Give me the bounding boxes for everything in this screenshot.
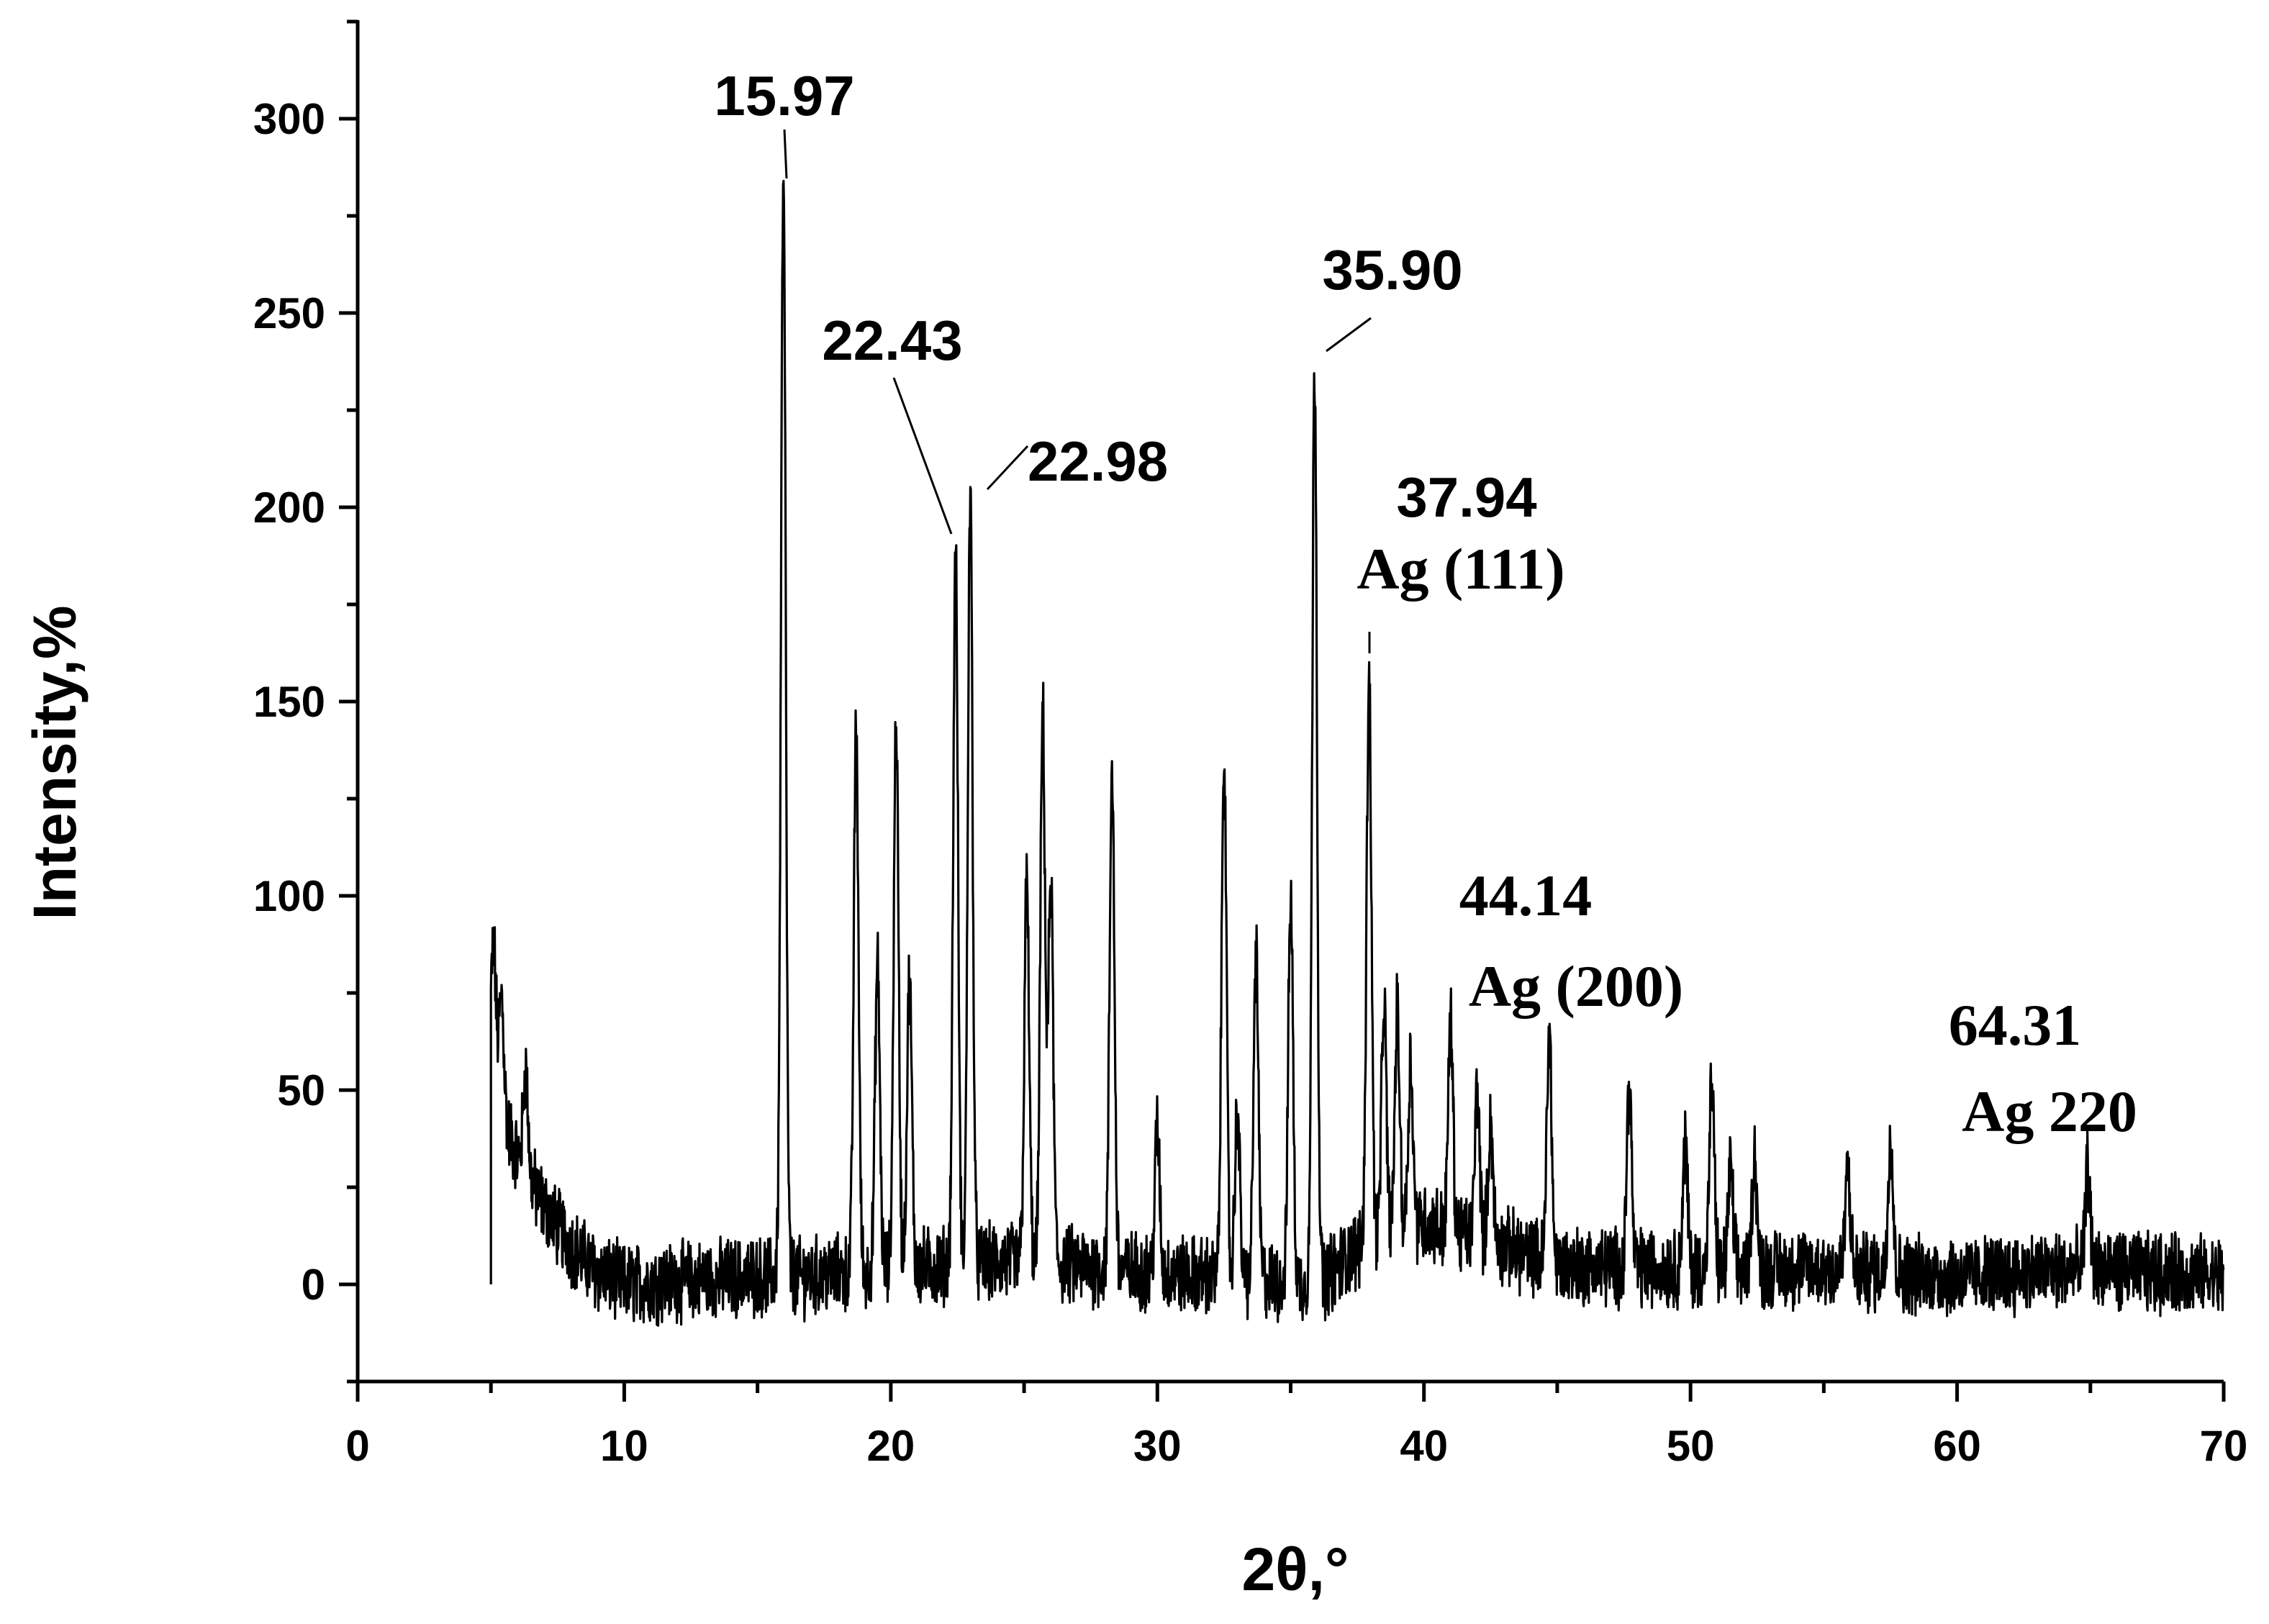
peak-label: 44.14 xyxy=(1459,863,1593,928)
peak-phase-label: Ag (111) xyxy=(1357,536,1564,602)
y-tick-label: 300 xyxy=(253,95,325,143)
y-axis-title: Intensity,% xyxy=(21,605,89,920)
peak-label: 22.43 xyxy=(822,309,962,372)
peak-label: 35.90 xyxy=(1322,238,1462,301)
peak-label: 64.31 xyxy=(1949,992,2082,1058)
x-tick-label: 30 xyxy=(1133,1422,1182,1470)
x-tick-label: 50 xyxy=(1667,1422,1715,1470)
x-tick-label: 20 xyxy=(866,1422,915,1470)
peak-label: 15.97 xyxy=(714,64,854,127)
x-tick-label: 10 xyxy=(600,1422,648,1470)
leader-line xyxy=(986,445,1029,491)
x-axis-title: 2θ,° xyxy=(1241,1535,1349,1603)
peak-label: 37.94 xyxy=(1396,466,1536,529)
diffraction-trace xyxy=(489,179,2225,1327)
leader-line xyxy=(783,129,788,179)
y-tick-label: 50 xyxy=(277,1066,325,1115)
x-tick-label: 40 xyxy=(1400,1422,1448,1470)
peak-label: 22.98 xyxy=(1028,430,1168,493)
peak-phase-label: Ag (200) xyxy=(1469,953,1683,1019)
x-tick-label: 70 xyxy=(2200,1422,2248,1470)
y-tick-label: 150 xyxy=(253,678,325,726)
y-tick-label: 100 xyxy=(253,872,325,920)
leader-line xyxy=(892,377,953,535)
x-tick-label: 60 xyxy=(1933,1422,1981,1470)
peak-phase-label: Ag 220 xyxy=(1962,1079,2137,1144)
trace-line xyxy=(489,179,2225,1327)
x-tick-label: 0 xyxy=(345,1422,369,1470)
peak-annotations: 15.97 22.43 22.98 35.90 37.94 Ag (111) 44.14 Ag… xyxy=(714,64,2137,1144)
leader-line xyxy=(1326,317,1372,353)
y-tick-label: 0 xyxy=(302,1261,325,1309)
y-tick-label: 200 xyxy=(253,484,325,532)
y-tick-label: 250 xyxy=(253,289,325,337)
axes: 0 50 100 150 200 250 300 0 10 20 30 40 50 60 70 xyxy=(253,19,2248,1470)
